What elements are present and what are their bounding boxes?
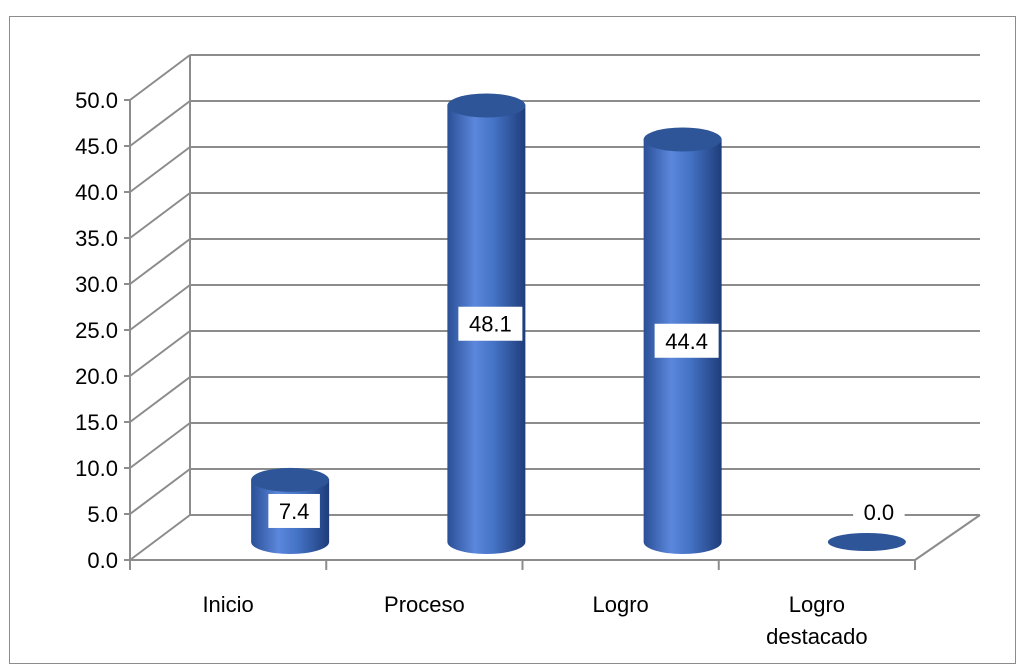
gridline bbox=[129, 238, 980, 285]
data-label: 0.0 bbox=[853, 495, 905, 529]
y-tick-label: 10.0 bbox=[75, 456, 118, 481]
bars: 7.4 48.1 44.4 0.0 bbox=[251, 93, 906, 554]
bar-top bbox=[251, 467, 330, 492]
y-tick-label: 20.0 bbox=[75, 364, 118, 389]
data-label-box bbox=[268, 493, 320, 528]
bar: 48.1 bbox=[447, 93, 526, 554]
gridline bbox=[129, 468, 980, 515]
bar: 7.4 bbox=[251, 467, 330, 554]
y-tick-label: 0.0 bbox=[87, 548, 118, 573]
x-category-label: Inicio bbox=[202, 592, 253, 617]
bar-top bbox=[447, 93, 526, 118]
x-axis-labels: Inicio Proceso Logro Logro destacado bbox=[202, 592, 867, 649]
y-axis-ticks: 0.0 5.0 10.0 15.0 20.0 25.0 30.0 35.0 40.0 45.0 50… bbox=[75, 88, 130, 573]
x-category-label: Logro bbox=[592, 592, 648, 617]
gridline bbox=[129, 100, 980, 147]
data-label-box bbox=[654, 323, 719, 358]
y-tick-label: 30.0 bbox=[75, 272, 118, 297]
bar-top bbox=[643, 127, 722, 152]
data-label-text: 0.0 bbox=[864, 500, 895, 525]
gridlines bbox=[129, 54, 980, 561]
data-label-box bbox=[458, 306, 523, 341]
gridline bbox=[129, 192, 980, 239]
gridline bbox=[129, 284, 980, 331]
y-tick-label: 25.0 bbox=[75, 318, 118, 343]
gridline bbox=[129, 422, 980, 469]
gridline bbox=[129, 146, 980, 193]
data-label: 44.4 bbox=[654, 323, 719, 358]
bar-top bbox=[827, 533, 906, 551]
bar: 0.0 bbox=[827, 495, 906, 551]
gridline bbox=[129, 514, 191, 561]
data-label-text: 48.1 bbox=[469, 312, 512, 337]
gridline bbox=[129, 54, 980, 101]
data-label-text: 7.4 bbox=[279, 499, 310, 524]
y-tick-label: 5.0 bbox=[87, 502, 118, 527]
gridline bbox=[129, 330, 980, 377]
data-label: 7.4 bbox=[268, 493, 320, 528]
y-tick-label: 40.0 bbox=[75, 180, 118, 205]
x-category-label: Proceso bbox=[384, 592, 465, 617]
y-tick-label: 35.0 bbox=[75, 226, 118, 251]
gridline bbox=[129, 376, 980, 423]
bar: 44.4 bbox=[643, 127, 722, 554]
y-tick-label: 45.0 bbox=[75, 134, 118, 159]
data-label: 48.1 bbox=[458, 306, 523, 341]
data-label-text: 44.4 bbox=[665, 329, 708, 354]
x-category-label: Logro destacado bbox=[766, 592, 868, 649]
data-label-box bbox=[853, 495, 905, 529]
y-tick-label: 50.0 bbox=[75, 88, 118, 113]
y-tick-label: 15.0 bbox=[75, 410, 118, 435]
